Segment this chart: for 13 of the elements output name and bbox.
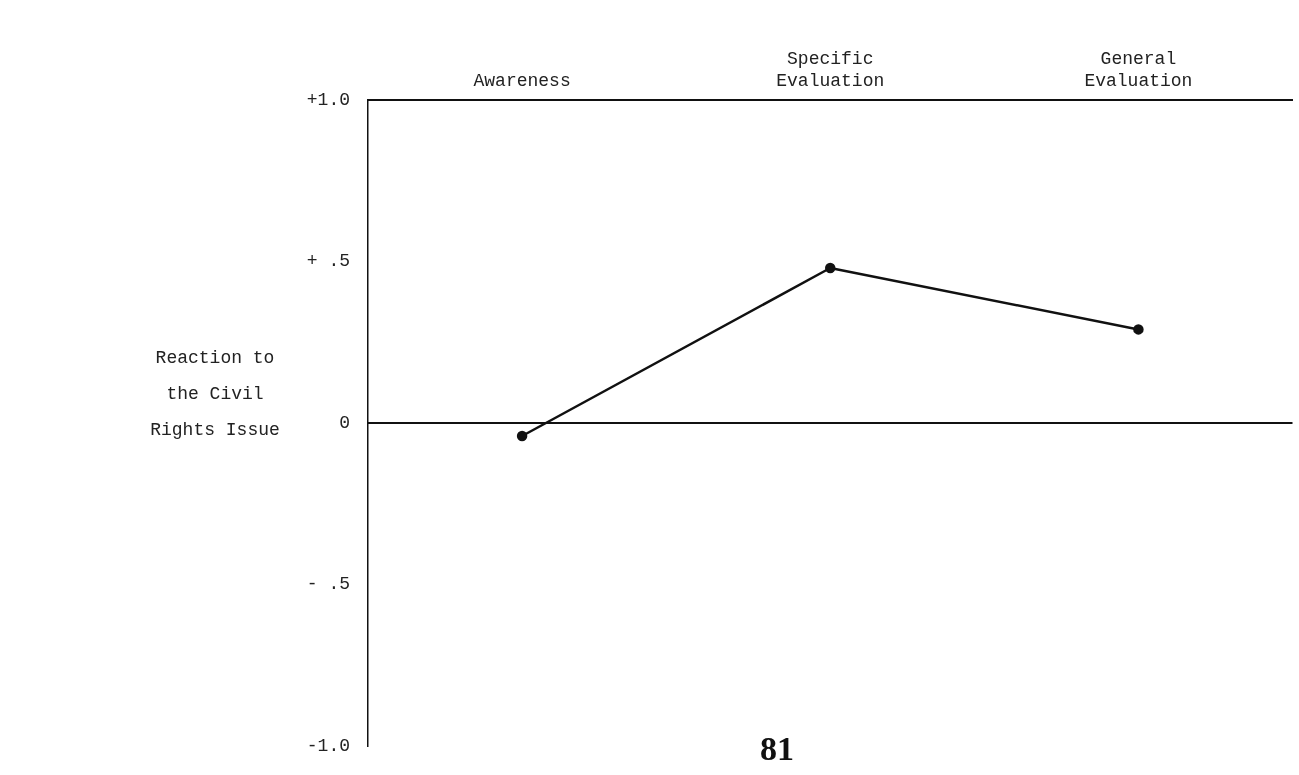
y-tick-label: + .5	[306, 251, 350, 272]
point	[825, 262, 836, 274]
annotation: 81	[760, 730, 794, 768]
x-tick-label: General Evaluation	[1084, 49, 1193, 91]
y-tick-label: 0	[339, 412, 350, 433]
y-axis-title: Reaction to the Civil Rights Issue	[149, 347, 281, 442]
point	[516, 430, 528, 442]
x-tick-label: Specific Evaluation	[776, 49, 885, 91]
point	[1133, 324, 1144, 335]
y-tick-label: - .5	[306, 574, 350, 595]
x-tick-label: Awareness	[473, 70, 571, 91]
y-tick-label: -1.0	[306, 735, 350, 756]
y-tick-label: +1.0	[306, 89, 350, 110]
